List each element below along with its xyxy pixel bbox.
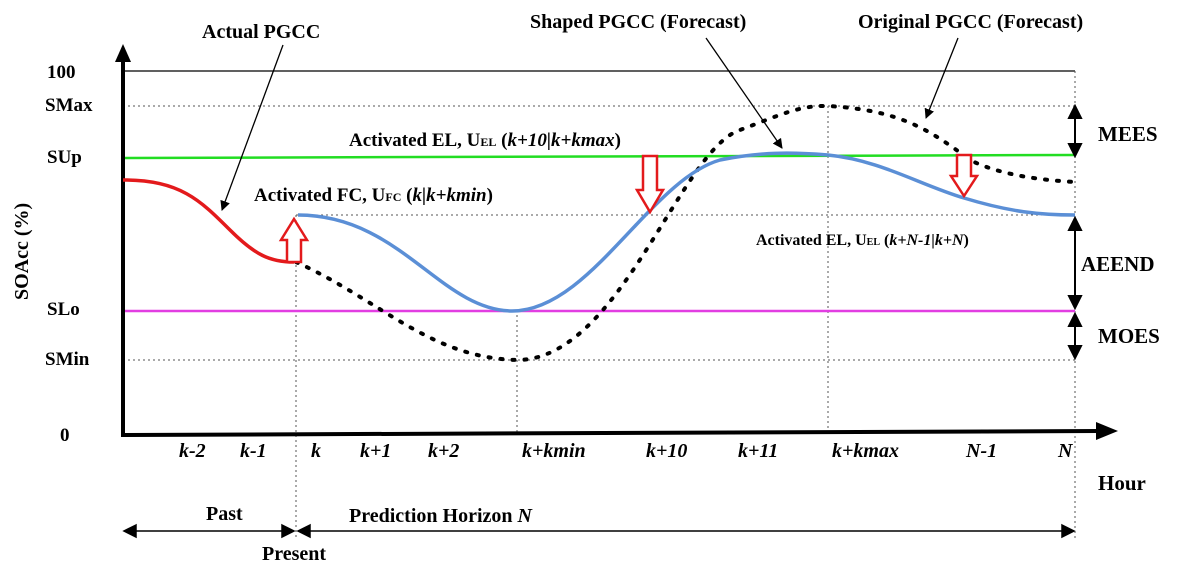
y-tick-100: 100: [47, 62, 76, 83]
original-pgcc-label: Original PGCC (Forecast): [858, 11, 1083, 33]
sup-line: [122, 153, 1076, 160]
aeend-double-arrow: [1067, 215, 1083, 311]
shaped-leader: [705, 37, 783, 149]
el-bottom-label: Activated EL, UEL (k+N-1|k+N): [756, 232, 969, 249]
y-tick-sup: SUp: [47, 147, 82, 168]
y-tick-0: 0: [60, 425, 70, 446]
x-tick-k+kmin: k+kmin: [522, 440, 586, 462]
y-tick-smax: SMax: [45, 95, 93, 116]
actual-leader: [220, 44, 284, 211]
shaped-pgcc-label: Shaped PGCC (Forecast): [530, 11, 746, 33]
past-label: Past: [206, 503, 243, 525]
y-tick-slo: SLo: [47, 299, 80, 320]
moes-double-arrow: [1067, 311, 1083, 361]
past-arrow: [122, 523, 296, 539]
x-tick-k: k: [311, 440, 321, 462]
horizon-arrow: [296, 523, 1076, 539]
actual-pgcc-label: Actual PGCC: [202, 21, 320, 43]
x-tick-k+10: k+10: [646, 440, 687, 462]
y-axis-arrowhead: [115, 44, 131, 62]
original-pgcc-curve: [294, 103, 1077, 363]
el-down-arrow-1: [634, 154, 666, 215]
x-tick-k-1: k-1: [240, 440, 267, 462]
x-tick-k+2: k+2: [428, 440, 459, 462]
x-tick-n-1: N-1: [965, 440, 997, 462]
fc-up-arrow: [278, 216, 310, 264]
x-tick-k+11: k+11: [738, 440, 778, 462]
mees-double-arrow: [1067, 103, 1083, 159]
y-tick-smin: SMin: [45, 349, 90, 370]
x-axis-arrowhead: [1096, 422, 1118, 440]
x-tick-k-2: k-2: [179, 440, 206, 462]
el-down-arrow-2: [948, 153, 980, 199]
el-top-label: Activated EL, UEL (k+10|k+kmax): [349, 130, 621, 151]
x-tick-n: N: [1057, 440, 1074, 462]
mees-label: MEES: [1098, 122, 1158, 146]
fc-label: Activated FC, UFC (k|k+kmin): [254, 185, 493, 206]
y-axis-label: SOAcc (%): [11, 203, 33, 300]
x-tick-k+kmax: k+kmax: [832, 440, 899, 462]
horizon-label: Prediction Horizon N: [349, 505, 534, 527]
x-axis: [120, 429, 1101, 437]
original-leader: [924, 37, 959, 119]
x-axis-label: Hour: [1098, 471, 1146, 495]
x-tick-k+1: k+1: [360, 440, 391, 462]
actual-pgcc-curve: [122, 178, 295, 264]
moes-label: MOES: [1098, 324, 1160, 348]
present-label: Present: [262, 543, 326, 565]
aeend-label: AEEND: [1081, 252, 1155, 276]
